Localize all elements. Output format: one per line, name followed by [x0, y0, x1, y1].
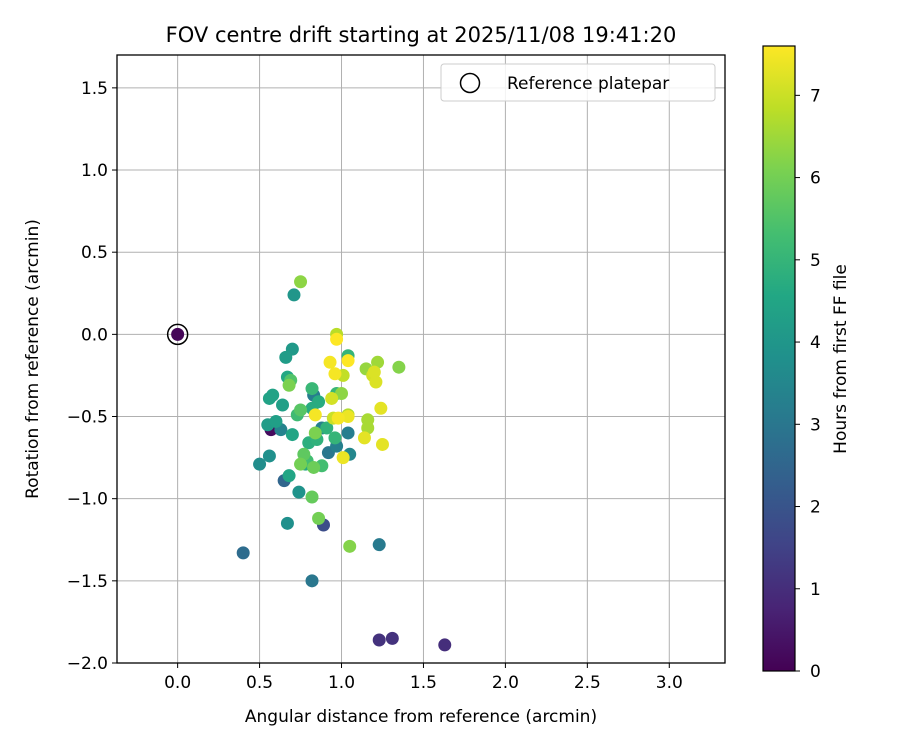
data-point [361, 421, 375, 435]
chart-title: FOV centre drift starting at 2025/11/08 … [166, 23, 677, 47]
colorbar-tick-label: 6 [810, 169, 821, 189]
data-point [343, 539, 357, 553]
colorbar-tick-label: 5 [810, 251, 821, 271]
y-tick-label: −1.5 [67, 572, 108, 592]
legend-reference-marker [459, 72, 481, 94]
data-point [282, 378, 296, 392]
x-tick-label: 0.5 [246, 673, 273, 693]
colorbar-tick-label: 3 [810, 415, 821, 435]
data-point [253, 457, 267, 471]
data-point [369, 375, 383, 389]
data-point [357, 431, 371, 445]
scatter-points [166, 275, 452, 652]
data-point [335, 387, 349, 401]
grid-lines [117, 55, 725, 664]
data-point [294, 457, 308, 471]
legend-reference-label: Reference platepar [507, 74, 669, 94]
data-point [308, 408, 322, 422]
x-tick-label: 0.0 [164, 673, 191, 693]
data-point [341, 426, 355, 440]
colorbar-ticks: 0 1 2 3 4 5 6 7 [795, 86, 821, 682]
x-tick-label: 2.0 [492, 673, 519, 693]
data-point [341, 410, 355, 424]
data-point [438, 638, 452, 652]
data-point [236, 546, 250, 560]
data-point [331, 411, 345, 425]
data-point [297, 447, 311, 461]
data-point [282, 469, 296, 483]
x-axis-label: Angular distance from reference (arcmin) [245, 707, 597, 727]
data-point [294, 403, 308, 417]
data-point [375, 437, 389, 451]
data-point [323, 355, 337, 369]
y-axis-label: Rotation from reference (arcmin) [23, 219, 43, 499]
data-point [279, 350, 293, 364]
data-point [276, 398, 290, 412]
data-point [285, 428, 299, 442]
x-tick-label: 1.0 [328, 673, 355, 693]
colorbar-tick-label: 1 [810, 580, 821, 600]
y-tick-label: −1.0 [67, 490, 108, 510]
x-tick-label: 3.0 [656, 673, 683, 693]
data-point [262, 391, 276, 405]
colorbar-gradient [762, 45, 796, 672]
y-tick-label: 0.0 [81, 325, 108, 345]
x-axis-ticks: 0.0 0.5 1.0 1.5 2.0 2.5 3.0 [164, 663, 683, 693]
x-tick-label: 2.5 [574, 673, 601, 693]
y-tick-label: −2.0 [67, 654, 108, 674]
data-point [312, 395, 326, 409]
data-point [374, 401, 388, 415]
x-tick-label: 1.5 [410, 673, 437, 693]
data-point [287, 288, 301, 302]
data-point [330, 332, 344, 346]
data-point [305, 382, 319, 396]
colorbar-tick-label: 7 [810, 86, 821, 106]
colorbar: 0 1 2 3 4 5 6 7 Hours from first FF file [762, 45, 851, 682]
data-point [385, 631, 399, 645]
data-point [336, 451, 350, 465]
y-tick-label: −0.5 [67, 408, 108, 428]
data-point [305, 574, 319, 588]
data-point [371, 355, 385, 369]
legend: Reference platepar [440, 63, 716, 102]
colorbar-label: Hours from first FF file [831, 264, 851, 454]
data-point [392, 360, 406, 374]
data-point [328, 367, 342, 381]
y-tick-label: 1.0 [81, 161, 108, 181]
legend-box [440, 63, 716, 102]
data-point [312, 511, 326, 525]
data-point [171, 327, 185, 341]
colorbar-tick-label: 0 [810, 662, 821, 682]
data-point [292, 485, 306, 499]
data-point [308, 426, 322, 440]
plot-frame [116, 54, 726, 664]
y-tick-label: 1.5 [81, 79, 108, 99]
data-point [307, 460, 321, 474]
y-axis-ticks: −2.0 −1.5 −1.0 −0.5 0.0 0.5 1.0 1.5 [67, 79, 117, 674]
data-point [372, 538, 386, 552]
colorbar-tick-label: 4 [810, 333, 821, 353]
data-point [262, 449, 276, 463]
data-point [320, 421, 334, 435]
data-point [325, 391, 339, 405]
colorbar-tick-label: 2 [810, 498, 821, 518]
data-point [280, 516, 294, 530]
data-point [269, 414, 283, 428]
data-point [305, 490, 319, 504]
y-tick-label: 0.5 [81, 243, 108, 263]
data-point [341, 354, 355, 368]
reference-platepar-marker [166, 323, 189, 346]
data-point [367, 365, 381, 379]
data-point [328, 431, 342, 445]
data-point [294, 275, 308, 289]
data-point [372, 633, 386, 647]
